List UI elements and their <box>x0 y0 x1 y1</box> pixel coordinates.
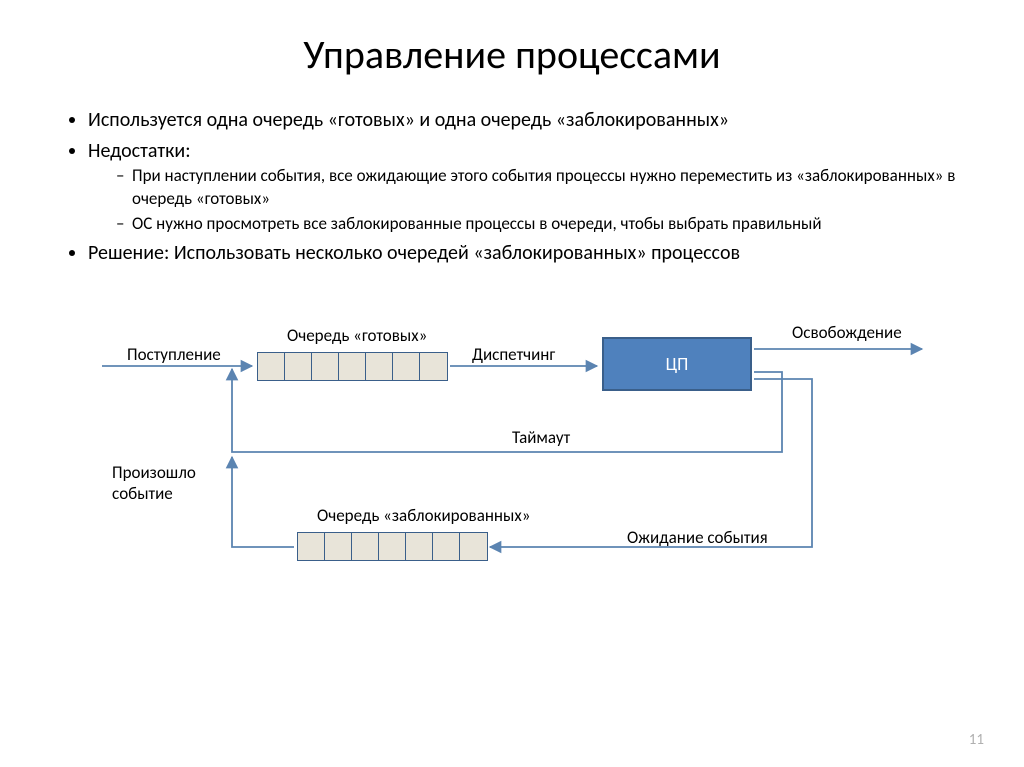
queue-cell <box>285 353 312 380</box>
page-number: 11 <box>969 731 984 749</box>
queue-cell <box>366 353 393 380</box>
slide: Управление процессами Используется одна … <box>0 0 1024 767</box>
label-release: Освобождение <box>792 322 902 343</box>
label-ready-queue: Очередь «готовых» <box>287 325 427 346</box>
queue-cell <box>460 533 487 560</box>
queue-cell <box>258 353 285 380</box>
queue-cell <box>352 533 379 560</box>
sub-bullet-list: При наступлении события, все ожидающие э… <box>88 165 964 236</box>
blocked-queue <box>297 532 488 561</box>
label-event-wait: Ожидание события <box>627 527 768 548</box>
label-timeout: Таймаут <box>512 427 570 448</box>
queue-cell <box>339 353 366 380</box>
queue-cell <box>433 533 460 560</box>
queue-cell <box>420 353 447 380</box>
bullet-2-text: Недостатки: <box>88 139 191 163</box>
queue-cell <box>325 533 352 560</box>
queue-cell <box>312 353 339 380</box>
queue-cell <box>379 533 406 560</box>
cpu-box: ЦП <box>602 337 752 391</box>
queue-cell <box>393 353 420 380</box>
label-dispatch: Диспетчинг <box>472 344 555 365</box>
bullet-list: Используется одна очередь «готовых» и од… <box>60 107 964 267</box>
label-admit: Поступление <box>127 344 221 365</box>
bullet-3: Решение: Использовать несколько очередей… <box>88 240 964 267</box>
sub-bullet-1: При наступлении события, все ожидающие э… <box>116 165 964 211</box>
queue-cell <box>298 533 325 560</box>
cpu-label: ЦП <box>666 353 689 375</box>
sub-bullet-2: ОС нужно просмотреть все заблокированные… <box>116 213 964 236</box>
label-event-occur: Произошло событие <box>112 462 196 504</box>
slide-title: Управление процессами <box>60 30 964 79</box>
process-diagram: Очередь «готовых» ЦП Очередь «заблокиров… <box>72 297 952 617</box>
bullet-2: Недостатки: При наступлении события, все… <box>88 138 964 236</box>
queue-cell <box>406 533 433 560</box>
ready-queue <box>257 352 448 381</box>
bullet-1: Используется одна очередь «готовых» и од… <box>88 107 964 134</box>
label-blocked-queue: Очередь «заблокированных» <box>317 505 530 526</box>
